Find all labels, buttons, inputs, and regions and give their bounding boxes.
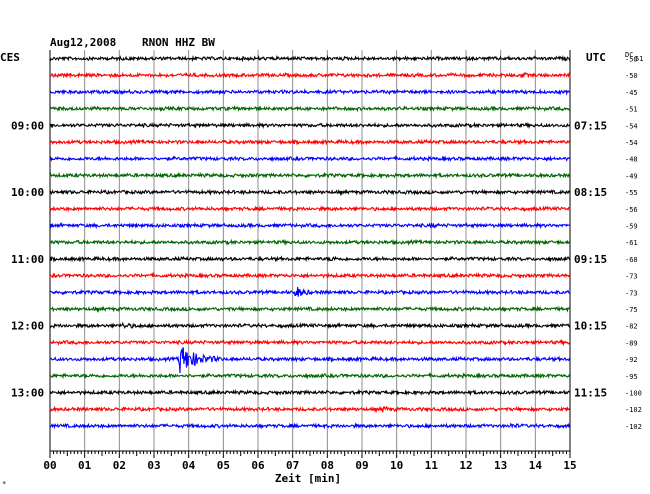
- right-hour-label: 09:15: [574, 253, 607, 266]
- x-tick-label: 12: [459, 459, 472, 472]
- x-tick-label: 13: [494, 459, 507, 472]
- right-hour-label: 08:15: [574, 186, 607, 199]
- chart-title: Aug12,2008: [50, 36, 116, 49]
- dc-value: -82: [625, 323, 638, 331]
- x-tick-label: 14: [529, 459, 543, 472]
- dc-value: -100: [625, 390, 642, 398]
- x-tick-label: 10: [390, 459, 403, 472]
- x-tick-label: 05: [217, 459, 230, 472]
- dc-value: -61: [625, 239, 638, 247]
- seismic-trace-row: [49, 405, 571, 414]
- dc-value: -92: [625, 356, 638, 364]
- right-hour-label: 10:15: [574, 320, 607, 333]
- labels: Aug12,2008 RNON HHZ BW CES UTC DC 51 Zei…: [0, 36, 643, 488]
- x-tick-label: 04: [182, 459, 196, 472]
- left-hour-label: 12:00: [11, 320, 44, 333]
- x-tick-label: 08: [321, 459, 334, 472]
- dc-value: -89: [625, 339, 638, 347]
- seismic-trace-row: [49, 321, 571, 330]
- dc-value: -51: [625, 106, 638, 114]
- seismic-trace-row: [49, 71, 571, 79]
- seismic-trace-row: [49, 388, 571, 397]
- seismic-trace-row: [49, 271, 571, 280]
- footer-mark: *: [2, 480, 6, 488]
- trace-rows: [49, 54, 571, 430]
- seismic-trace-row: [49, 188, 571, 196]
- left-hour-label: 10:00: [11, 186, 44, 199]
- seismic-trace-row: [49, 104, 571, 113]
- dc-value: -45: [625, 89, 638, 97]
- dc-value: -102: [625, 406, 642, 414]
- seismic-trace-row: [49, 305, 571, 313]
- x-tick-label: 01: [78, 459, 92, 472]
- dc-value: -75: [625, 306, 638, 314]
- seismic-trace-row: [49, 138, 571, 146]
- right-hour-label: 07:15: [574, 119, 607, 132]
- seismic-trace-row: [49, 347, 571, 373]
- seismic-trace-row: [49, 171, 571, 180]
- seismic-trace-row: [49, 238, 571, 247]
- dc-header-sub: 51: [635, 55, 643, 63]
- left-hour-label: 09:00: [11, 119, 44, 132]
- dc-value: -48: [625, 156, 638, 164]
- dc-value: -49: [625, 172, 638, 180]
- seismic-trace-row: [49, 255, 571, 263]
- seismic-trace-row: [49, 221, 571, 230]
- dc-value: -56: [625, 206, 638, 214]
- dc-value: -95: [625, 373, 638, 381]
- dc-value: -73: [625, 273, 638, 281]
- dc-value: -59: [625, 223, 638, 231]
- seismic-trace-row: [49, 205, 571, 213]
- left-timezone-label: CES: [0, 51, 20, 64]
- seismic-trace-row: [49, 54, 571, 63]
- x-tick-label: 02: [113, 459, 126, 472]
- x-tick-label: 00: [43, 459, 56, 472]
- seismic-trace-row: [49, 121, 571, 130]
- dc-value: -54: [625, 122, 638, 130]
- seismic-trace-row: [49, 422, 571, 430]
- x-tick-label: 07: [286, 459, 299, 472]
- x-tick-label: 11: [425, 459, 439, 472]
- right-timezone-label: UTC: [586, 51, 606, 64]
- left-hour-label: 13:00: [11, 387, 44, 400]
- dc-header-label: DC: [625, 51, 633, 59]
- seismic-trace-row: [49, 338, 571, 347]
- x-axis-label: Zeit [min]: [275, 472, 341, 485]
- seismic-trace-row: [49, 286, 571, 297]
- dc-value: -50: [625, 72, 638, 80]
- time-gridlines: [49, 50, 571, 458]
- right-hour-label: 11:15: [574, 387, 607, 400]
- dc-value: -55: [625, 189, 638, 197]
- seismic-trace-row: [49, 155, 571, 163]
- dc-value: -102: [625, 423, 642, 431]
- seismic-trace-row: [49, 88, 571, 96]
- dc-value: -50: [625, 56, 638, 64]
- dc-value: -54: [625, 139, 638, 147]
- station-name: RNON HHZ BW: [142, 36, 215, 49]
- dc-value: -73: [625, 289, 638, 297]
- x-tick-label: 03: [147, 459, 160, 472]
- left-hour-label: 11:00: [11, 253, 44, 266]
- x-tick-label: 06: [251, 459, 265, 472]
- seismic-trace-row: [49, 372, 571, 380]
- x-tick-label: 15: [563, 459, 576, 472]
- x-tick-label: 09: [355, 459, 368, 472]
- dc-value: -68: [625, 256, 638, 264]
